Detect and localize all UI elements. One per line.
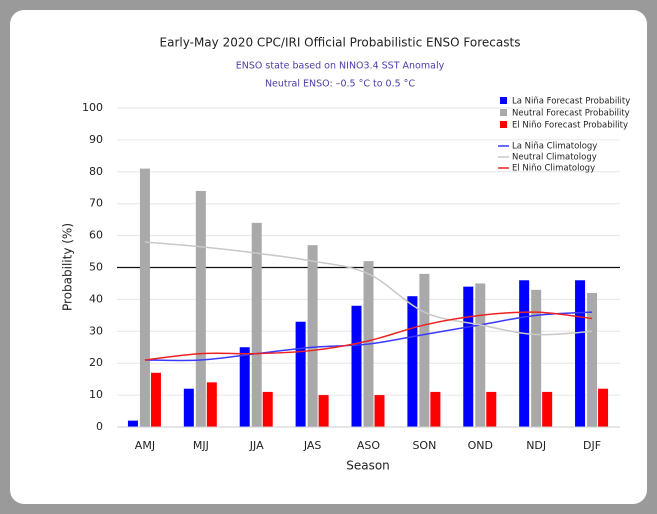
bar — [419, 273, 430, 427]
y-tick-label: 50 — [89, 261, 103, 274]
bar — [519, 280, 530, 427]
x-tick-label: MJJ — [193, 439, 209, 452]
bar — [251, 222, 262, 427]
legend-swatch — [500, 109, 507, 116]
x-tick-label: AMJ — [135, 439, 155, 452]
climatology-line — [144, 241, 593, 336]
bar — [195, 190, 206, 427]
y-tick-label: 80 — [89, 165, 103, 178]
bar — [475, 283, 486, 427]
bar — [463, 286, 474, 427]
x-tick-label: ASO — [357, 439, 381, 452]
legend-swatch — [500, 97, 507, 104]
bar — [150, 372, 161, 427]
bar — [127, 420, 138, 427]
y-tick-label: 10 — [89, 388, 103, 401]
bar — [531, 289, 542, 427]
legend-label: Neutral Forecast Probability — [512, 109, 630, 119]
bar — [575, 280, 586, 427]
climatology-line — [144, 311, 593, 362]
bar — [598, 388, 609, 427]
bar — [262, 391, 273, 427]
legend-label: La Niña Forecast Probability — [512, 97, 630, 107]
y-tick-label: 90 — [89, 133, 103, 146]
bar — [407, 296, 418, 427]
legend-label: El Niño Climatology — [512, 164, 595, 174]
bar — [295, 321, 306, 427]
x-tick-label: DJF — [583, 439, 601, 452]
y-tick-label: 0 — [96, 420, 103, 433]
bar — [183, 388, 194, 427]
y-tick-label: 100 — [82, 101, 103, 114]
bar — [206, 382, 217, 427]
bar — [486, 391, 497, 427]
card — [10, 10, 647, 504]
y-tick-label: 70 — [89, 197, 103, 210]
bar — [374, 395, 385, 427]
bar — [239, 347, 250, 427]
chart-title: Early-May 2020 CPC/IRI Official Probabil… — [160, 36, 521, 50]
legend-label: Neutral Climatology — [512, 153, 597, 163]
x-tick-label: JJA — [249, 439, 264, 452]
bar — [542, 391, 553, 427]
bar — [139, 168, 150, 428]
bar — [318, 395, 329, 427]
x-tick-label: JAS — [303, 439, 322, 452]
y-tick-label: 30 — [89, 324, 103, 337]
bar — [307, 245, 318, 427]
x-tick-label: OND — [468, 439, 493, 452]
x-tick-label: NDJ — [526, 439, 546, 452]
subtitle: ENSO state based on NINO3.4 SST Anomaly — [236, 61, 445, 72]
bar — [351, 305, 362, 427]
y-tick-label: 60 — [89, 229, 103, 242]
legend-label: El Niño Forecast Probability — [512, 121, 628, 131]
y-tick-label: 20 — [89, 356, 103, 369]
bar — [587, 293, 598, 427]
bar — [430, 391, 441, 427]
y-axis-label: Probability (%) — [61, 223, 75, 311]
subtitle: Neutral ENSO: –0.5 °C to 0.5 °C — [265, 79, 415, 90]
x-axis-label: Season — [346, 459, 390, 473]
x-tick-label: SON — [412, 439, 436, 452]
legend-swatch — [500, 121, 507, 128]
legend-label: La Niña Climatology — [512, 142, 597, 152]
climatology-line — [144, 311, 593, 361]
y-tick-label: 40 — [89, 292, 103, 305]
